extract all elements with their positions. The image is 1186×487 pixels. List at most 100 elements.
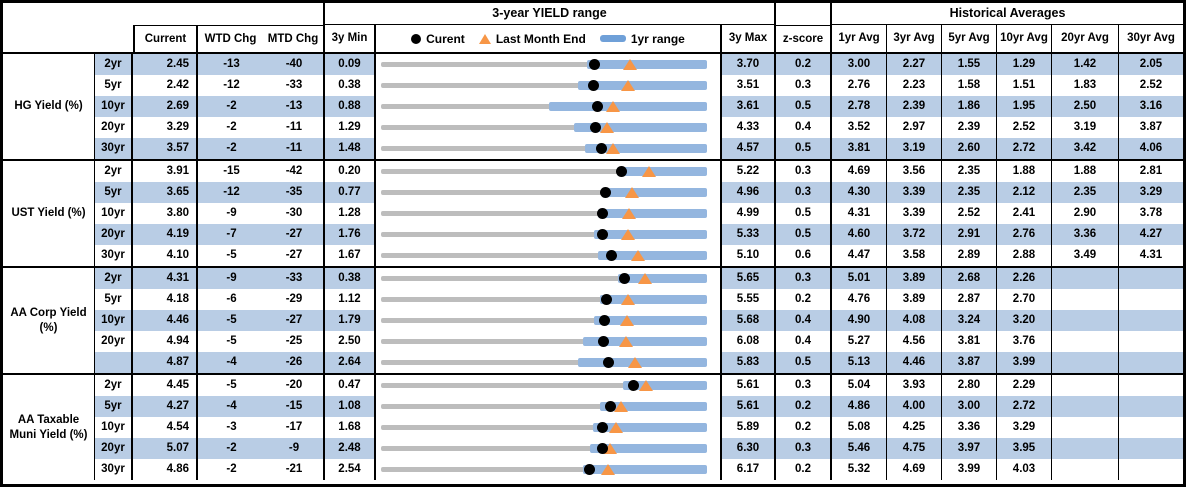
3y-range-bar	[381, 146, 707, 151]
3y-min-value: 2.54	[325, 459, 376, 480]
1yr-range-bar	[593, 316, 707, 325]
10yr-avg-value: 2.72	[997, 138, 1052, 159]
tenor-label: 10yr	[95, 203, 133, 224]
current-value: 2.42	[133, 75, 198, 96]
range-chart	[376, 75, 722, 96]
yield-range-title: 3-year YIELD range	[325, 3, 776, 25]
range-chart	[376, 117, 722, 138]
5yr-avg-value: 2.80	[942, 375, 997, 396]
tenor-label: 5yr	[95, 396, 133, 417]
3y-min-value: 2.64	[325, 352, 376, 373]
wtd-chg-value: -5	[226, 249, 237, 261]
mtd-chg-value: -35	[265, 182, 325, 203]
30yr-avg-value	[1119, 396, 1183, 417]
last-month-end-triangle-icon	[601, 464, 616, 475]
3y-max-value: 5.22	[722, 161, 776, 182]
3y-min-value: 1.76	[325, 224, 376, 245]
last-month-end-triangle-icon	[623, 59, 638, 70]
1yr-range-bar	[593, 230, 707, 239]
10yr-avg-value: 1.29	[997, 54, 1052, 75]
current-dot-icon	[599, 187, 611, 198]
30yr-avg-value	[1119, 310, 1183, 331]
5yr-avg-value: 1.55	[942, 54, 997, 75]
column-header-wtd-chg: WTD Chg	[204, 33, 257, 45]
current-value: 4.10	[133, 245, 198, 266]
1yr-avg-value: 4.47	[832, 245, 887, 266]
wtd-chg-value: -2	[198, 138, 265, 159]
range-chart	[376, 375, 722, 396]
range-chart	[376, 438, 722, 459]
legend-current-label: Curent	[426, 31, 465, 46]
mtd-chg-value: -33	[265, 268, 325, 289]
10yr-avg-value: 4.03	[997, 459, 1052, 480]
3y-range-bar	[381, 318, 707, 323]
3y-max-value: 5.61	[722, 396, 776, 417]
3yr-avg-value: 4.00	[887, 396, 942, 417]
current-value: 4.18	[133, 289, 198, 310]
tenor-label: 20yr	[95, 117, 133, 138]
last-month-end-triangle-icon	[628, 357, 643, 368]
tenor-label: 30yr	[95, 138, 133, 159]
wtd-chg-value: -9	[198, 268, 265, 289]
20yr-avg-value: 3.42	[1052, 138, 1119, 159]
z-score-value: 0.6	[776, 245, 832, 266]
3y-max-value: 4.96	[722, 182, 776, 203]
1yr-range-bar	[617, 274, 707, 283]
table-row: 10yr 3.80 -9 -30 1.28 4.99 0.5 4.31 3.39 2.52 2.41…	[95, 203, 1183, 224]
tenor-label: 5yr	[95, 75, 133, 96]
current-dot-icon	[595, 143, 607, 154]
tenor-label: 2yr	[95, 161, 133, 182]
wtd-chg-value: -4	[198, 352, 265, 373]
current-value: 4.27	[133, 396, 198, 417]
3y-min-value: 0.77	[325, 182, 376, 203]
20yr-avg-value: 1.42	[1052, 54, 1119, 75]
3y-min-value: 0.38	[325, 75, 376, 96]
10yr-avg-value: 1.88	[997, 161, 1052, 182]
group-rows: 2yr 4.45 -5 -20 0.47 5.61 0.3 5.04 3.93 2.80 2.29 5…	[95, 375, 1183, 480]
current-value: 3.80	[133, 203, 198, 224]
5yr-avg-value: 3.99	[942, 459, 997, 480]
column-header-3y-min: 3y Min	[325, 25, 376, 52]
1yr-avg-value: 3.52	[832, 117, 887, 138]
5yr-avg-value: 2.35	[942, 161, 997, 182]
triangle-icon	[478, 33, 491, 44]
1yr-avg-value: 4.86	[832, 396, 887, 417]
current-dot-icon	[597, 336, 609, 347]
last-month-end-triangle-icon	[637, 273, 652, 284]
1yr-range-bar	[583, 337, 707, 346]
z-score-value: 0.4	[776, 117, 832, 138]
legend-last-month-end: Last Month End	[478, 26, 586, 52]
table-body: HG Yield (%) 2yr 2.45 -13 -40 0.09 3.70 0.2 3.00…	[3, 52, 1183, 480]
20yr-avg-value: 2.90	[1052, 203, 1119, 224]
3y-min-value: 0.88	[325, 96, 376, 117]
5yr-avg-value: 2.91	[942, 224, 997, 245]
current-value: 4.86	[133, 459, 198, 480]
10yr-avg-value: 2.12	[997, 182, 1052, 203]
20yr-avg-value: 3.49	[1052, 245, 1119, 266]
last-month-end-triangle-icon	[620, 80, 635, 91]
1yr-avg-value: 3.00	[832, 54, 887, 75]
10yr-avg-value: 3.29	[997, 417, 1052, 438]
current-dot-icon	[627, 380, 639, 391]
3y-min-value: 1.29	[325, 117, 376, 138]
3y-max-value: 5.61	[722, 375, 776, 396]
20yr-avg-value: 1.88	[1052, 161, 1119, 182]
3yr-avg-value: 3.19	[887, 138, 942, 159]
1yr-avg-value: 4.90	[832, 310, 887, 331]
table-row: 5yr 4.18 -6 -29 1.12 5.55 0.2 4.76 3.89 2.87 2.70	[95, 289, 1183, 310]
range-chart	[376, 54, 722, 75]
current-dot-icon	[600, 294, 612, 305]
column-header-3y-max: 3y Max	[722, 25, 776, 52]
3yr-avg-value: 4.25	[887, 417, 942, 438]
group-label: UST Yield (%)	[3, 161, 95, 266]
3y-min-value: 2.50	[325, 331, 376, 352]
5yr-avg-value: 3.36	[942, 417, 997, 438]
current-value: 2.69	[133, 96, 198, 117]
3y-range-bar	[381, 232, 707, 237]
10yr-avg-value: 2.29	[997, 375, 1052, 396]
3yr-avg-value: 3.93	[887, 375, 942, 396]
mtd-chg-value: -27	[265, 224, 325, 245]
3y-max-value: 5.89	[722, 417, 776, 438]
5yr-avg-value: 3.81	[942, 331, 997, 352]
table-row: 20yr 4.94 -5 -25 2.50 6.08 0.4 5.27 4.56 3.81 3.76	[95, 331, 1183, 352]
